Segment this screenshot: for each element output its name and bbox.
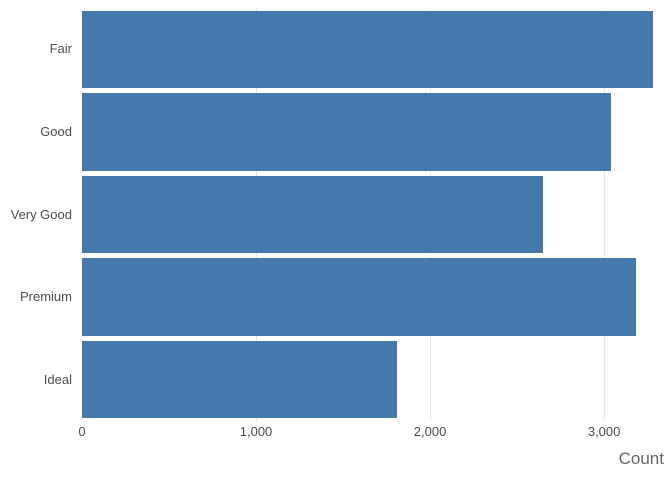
bar-premium[interactable] — [82, 258, 637, 336]
bar-good[interactable] — [82, 93, 612, 171]
y-tick-label-fair: Fair — [49, 41, 72, 57]
bar-row[interactable] — [82, 93, 672, 171]
plot-area — [82, 8, 672, 421]
bar-row[interactable] — [82, 175, 672, 254]
y-tick-label-premium: Premium — [19, 289, 72, 305]
y-tick-label-good: Good — [40, 123, 72, 139]
bar-row[interactable] — [82, 258, 672, 336]
y-tick-label-very-good: Very Good — [10, 206, 72, 222]
x-tick-label-3000: 3,000 — [587, 424, 621, 439]
bar-row[interactable] — [82, 10, 672, 88]
bar-fair[interactable] — [82, 10, 654, 88]
bar-row[interactable] — [82, 341, 672, 419]
y-axis-category-labels: Fair Good Very Good Premium Ideal — [0, 8, 72, 421]
y-tick-label-ideal: Ideal — [43, 371, 72, 387]
x-axis-title: Count — [618, 449, 664, 468]
bar-ideal[interactable] — [82, 341, 397, 419]
x-axis-tick-labels: 0 1,000 2,000 3,000 — [0, 424, 672, 446]
x-tick-label-2000: 2,000 — [413, 424, 447, 439]
x-tick-label-0: 0 — [78, 424, 86, 439]
gridline-3000 — [604, 8, 606, 421]
x-tick-label-1000: 1,000 — [239, 424, 273, 439]
bar-very-good[interactable] — [82, 175, 544, 254]
